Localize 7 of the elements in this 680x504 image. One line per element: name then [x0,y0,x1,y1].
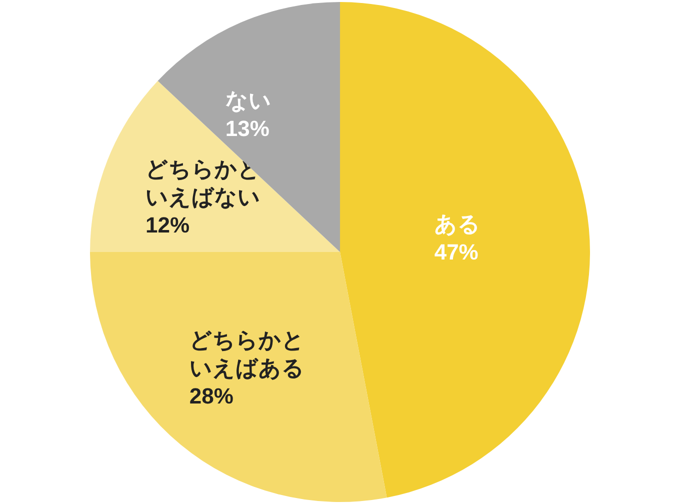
data-label: 12% [146,212,190,238]
slice-label: ある [434,212,480,237]
data-label: 28% [189,383,234,408]
slice-label: ない [225,88,272,114]
data-label: 13% [225,116,270,142]
data-label: 47% [434,240,478,265]
slice-label: どちらかといえばある [189,327,304,380]
